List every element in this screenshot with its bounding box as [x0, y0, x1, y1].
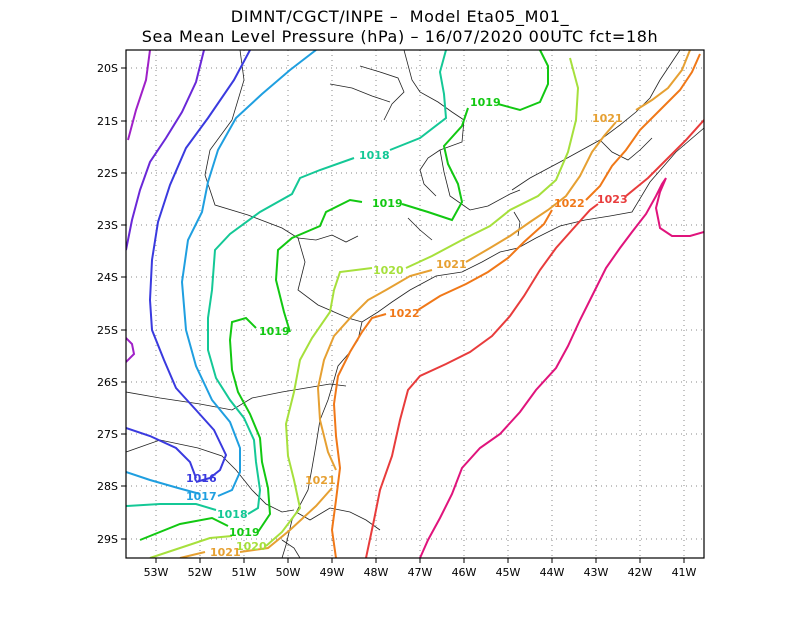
- lat-tick-label: 20S: [97, 62, 118, 75]
- isobar-1014-edge: [126, 337, 136, 363]
- tick-marks: [121, 67, 685, 563]
- contour-label: 1019: [259, 325, 290, 338]
- lon-tick-label: 52W: [188, 566, 213, 579]
- lat-tick-label: 28S: [97, 480, 118, 493]
- lon-tick-label: 43W: [584, 566, 609, 579]
- lon-tick-label: 49W: [320, 566, 345, 579]
- map-frame: [125, 49, 705, 559]
- lon-tick-label: 45W: [496, 566, 521, 579]
- lon-tick-label: 50W: [276, 566, 301, 579]
- contour-label: 1017: [186, 490, 217, 503]
- contour-label: 1020: [236, 540, 267, 553]
- isobar-1021: [179, 50, 691, 558]
- isobar-1016b: [126, 427, 197, 479]
- contour-label: 1022: [554, 197, 585, 210]
- lon-tick-label: 51W: [232, 566, 257, 579]
- isobar-1019: [139, 50, 549, 541]
- isobar-1014: [127, 50, 151, 141]
- contour-label: 1019: [372, 197, 403, 210]
- contour-labels: 1016 1017 1018 1018 1019 1019 1019 1019 …: [186, 96, 628, 559]
- isobar-1020: [149, 57, 580, 558]
- contour-label: 1022: [389, 307, 420, 320]
- contour-label: 1021: [592, 112, 623, 125]
- contour-label: 1018: [359, 149, 390, 162]
- lat-tick-label: 29S: [97, 533, 118, 546]
- contour-label: 1021: [436, 258, 467, 271]
- lon-tick-label: 53W: [144, 566, 169, 579]
- lon-tick-label: 46W: [452, 566, 477, 579]
- chart-title: DIMNT/CGCT/INPE – Model Eta05_M01_: [230, 7, 570, 26]
- lon-tick-label: 48W: [364, 566, 389, 579]
- isobar-1018: [126, 50, 448, 515]
- contour-label: 1023: [597, 193, 628, 206]
- lat-tick-label: 26S: [97, 376, 118, 389]
- lon-tick-labels: 53W 52W 51W 50W 49W 48W 47W 46W 45W 44W …: [144, 566, 697, 579]
- lon-tick-label: 41W: [672, 566, 697, 579]
- lat-tick-label: 22S: [97, 167, 118, 180]
- contour-label: 1019: [229, 526, 260, 539]
- lat-tick-label: 23S: [97, 219, 118, 232]
- lat-tick-label: 27S: [97, 428, 118, 441]
- lon-tick-label: 42W: [628, 566, 653, 579]
- isobar-1016: [148, 50, 251, 483]
- lon-tick-label: 44W: [540, 566, 565, 579]
- isobar-1024: [419, 177, 704, 558]
- isobar-1017b: [126, 471, 201, 495]
- isobar-1015: [126, 50, 205, 251]
- chart-subtitle: Sea Mean Level Pressure (hPa) – 16/07/20…: [141, 27, 659, 46]
- contour-label: 1016: [186, 472, 217, 485]
- isobar-1017: [180, 50, 317, 497]
- lat-tick-label: 21S: [97, 115, 118, 128]
- contour-label: 1019: [470, 96, 501, 109]
- contour-label: 1020: [373, 264, 404, 277]
- contour-label: 1018: [217, 508, 248, 521]
- isobar-1022: [330, 53, 701, 558]
- lat-tick-label: 25S: [97, 324, 118, 337]
- lat-tick-label: 24S: [97, 271, 118, 284]
- isobar-1023: [365, 119, 704, 558]
- isobars: [126, 50, 704, 558]
- contour-label: 1021: [210, 546, 241, 559]
- lon-tick-label: 47W: [408, 566, 433, 579]
- contour-label: 1021: [305, 474, 336, 487]
- lat-tick-labels: 20S 21S 22S 23S 24S 25S 26S 27S 28S 29S: [97, 62, 118, 546]
